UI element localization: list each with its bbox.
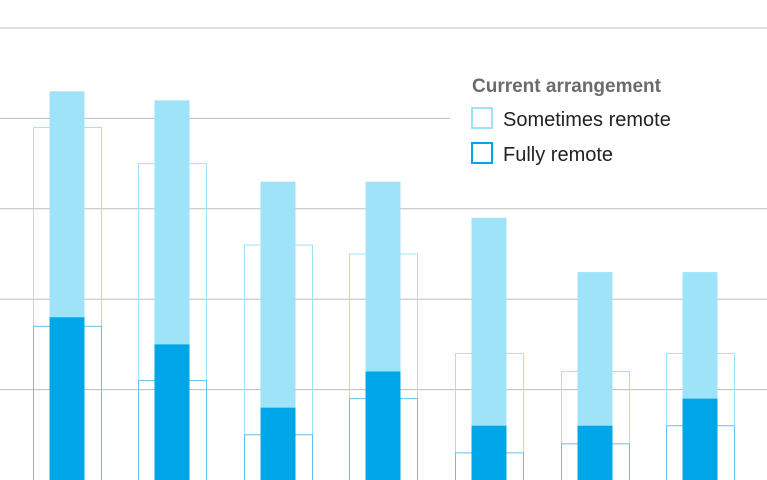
- bar-fully-remote: [49, 317, 85, 480]
- bar-fully-remote: [471, 425, 507, 480]
- bars: [33, 91, 735, 480]
- legend: Current arrangement Sometimes remote Ful…: [471, 76, 671, 166]
- legend-title: Current arrangement: [472, 76, 662, 97]
- bar-fully-remote: [260, 407, 296, 480]
- bar-fully-remote: [365, 371, 401, 480]
- legend-label-sometimes-remote: Sometimes remote: [503, 109, 671, 131]
- legend-label-fully-remote: Fully remote: [503, 144, 613, 166]
- bar-fully-remote: [154, 344, 190, 480]
- bar-fully-remote: [577, 425, 613, 480]
- legend-swatch-fully-remote: [471, 142, 493, 164]
- bar-fully-remote: [682, 398, 718, 480]
- legend-swatch-sometimes-remote: [471, 107, 493, 129]
